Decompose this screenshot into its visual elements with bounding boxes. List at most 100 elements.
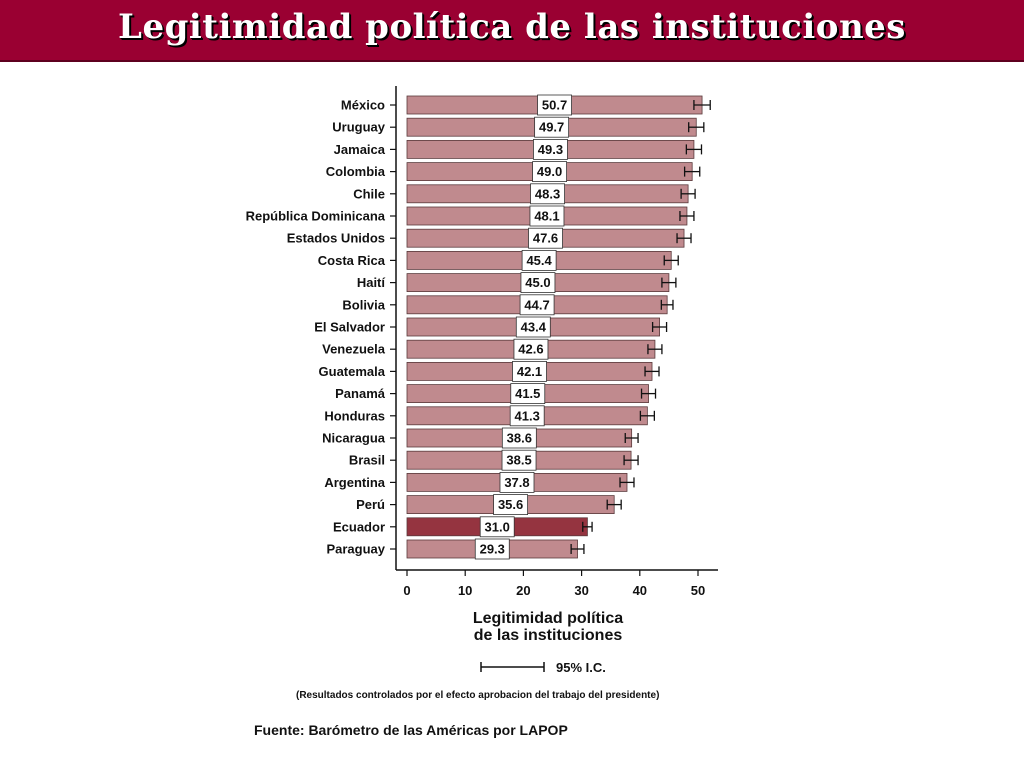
country-label: Haití bbox=[357, 275, 386, 290]
value-label-box bbox=[510, 383, 546, 405]
value-label: 31.0 bbox=[485, 519, 510, 534]
country-label: Honduras bbox=[324, 408, 385, 423]
country-label: Argentina bbox=[324, 475, 385, 490]
bar-row: 42.1 bbox=[406, 360, 660, 382]
country-label: Costa Rica bbox=[318, 253, 386, 268]
bar-row: 50.7 bbox=[406, 94, 711, 116]
bar-row: 35.6 bbox=[406, 494, 622, 516]
value-label: 45.4 bbox=[526, 253, 552, 268]
source-note: Fuente: Barómetro de las Américas por LA… bbox=[254, 722, 568, 738]
title-banner: Legitimidad política de las institucione… bbox=[0, 0, 1024, 62]
x-axis-title-line-1: Legitimidad política bbox=[472, 610, 624, 627]
country-label: Ecuador bbox=[333, 519, 385, 534]
value-label: 48.3 bbox=[535, 186, 560, 201]
bar-row: 41.3 bbox=[406, 405, 655, 427]
bar-row: 38.5 bbox=[406, 449, 639, 471]
x-tick-label: 50 bbox=[691, 583, 705, 598]
country-label: Jamaica bbox=[334, 142, 386, 157]
value-label-box bbox=[479, 516, 515, 538]
value-label: 41.5 bbox=[515, 386, 540, 401]
value-label-box bbox=[474, 538, 510, 560]
bar-row: 44.7 bbox=[406, 294, 674, 316]
bar-row: 48.3 bbox=[406, 183, 696, 205]
x-tick-label: 0 bbox=[403, 583, 410, 598]
bar-row: 43.4 bbox=[406, 316, 668, 338]
value-label: 38.5 bbox=[506, 453, 531, 468]
bar-row: 41.5 bbox=[406, 383, 657, 405]
value-label-box bbox=[528, 227, 563, 249]
value-label: 49.0 bbox=[537, 164, 562, 179]
bar-row: 42.6 bbox=[406, 338, 663, 360]
value-label: 47.6 bbox=[533, 231, 558, 246]
value-label: 42.1 bbox=[517, 364, 542, 379]
value-label: 49.7 bbox=[539, 120, 564, 135]
value-label-box bbox=[501, 427, 537, 449]
country-label: Nicaragua bbox=[322, 431, 386, 446]
value-label-box bbox=[519, 294, 555, 316]
country-label: Paraguay bbox=[326, 542, 385, 557]
bar-row: 49.3 bbox=[406, 138, 703, 160]
bars-layer: 50.7 49.7 49.3 49.0 48.3 48.1 47.6 45.4 45.0 44.7… bbox=[406, 94, 711, 560]
value-label: 49.3 bbox=[538, 142, 563, 157]
bar-row: 49.7 bbox=[406, 116, 705, 138]
value-label: 45.0 bbox=[525, 275, 550, 290]
country-label: Colombia bbox=[326, 164, 386, 179]
axes-layer: 0 10 20 30 40 50 México Uruguay Jamaica Colombia C… bbox=[246, 86, 718, 598]
country-label: Guatemala bbox=[319, 364, 386, 379]
x-axis-title-line-2: de las instituciones bbox=[473, 627, 623, 644]
page-title: Legitimidad política de las institucione… bbox=[118, 7, 906, 47]
country-label: República Dominicana bbox=[246, 209, 386, 224]
bar-row: 31.0 bbox=[406, 516, 593, 538]
value-label: 50.7 bbox=[542, 98, 567, 113]
country-label: Estados Unidos bbox=[287, 231, 385, 246]
bar-row: 38.6 bbox=[406, 427, 639, 449]
x-tick-label: 20 bbox=[516, 583, 530, 598]
x-tick-label: 30 bbox=[574, 583, 588, 598]
value-label-box bbox=[533, 138, 568, 160]
value-label-box bbox=[515, 316, 551, 338]
bar-row: 37.8 bbox=[406, 471, 635, 493]
x-tick-label: 10 bbox=[458, 583, 472, 598]
value-label-box bbox=[520, 272, 556, 294]
value-label: 35.6 bbox=[498, 497, 523, 512]
value-label-box bbox=[501, 449, 537, 471]
country-label: Perú bbox=[356, 497, 385, 512]
value-label-box bbox=[537, 94, 572, 116]
bar-row: 49.0 bbox=[406, 161, 701, 183]
bar-row: 48.1 bbox=[406, 205, 695, 227]
x-tick-label: 40 bbox=[633, 583, 647, 598]
value-label: 41.3 bbox=[515, 408, 540, 423]
legend-ci-label: 95% I.C. bbox=[556, 660, 606, 675]
bar-row: 47.6 bbox=[406, 227, 692, 249]
country-label: México bbox=[341, 98, 385, 113]
bar-row: 29.3 bbox=[406, 538, 585, 560]
value-label-box bbox=[493, 494, 528, 516]
value-label-box bbox=[509, 405, 545, 427]
x-axis-title: Legitimidad política de las institucione… bbox=[398, 610, 698, 644]
bar-row: 45.0 bbox=[406, 272, 677, 294]
country-label: Brasil bbox=[349, 453, 385, 468]
value-label: 29.3 bbox=[480, 542, 505, 557]
value-label-box bbox=[534, 116, 570, 138]
value-label-box bbox=[530, 183, 565, 205]
value-label-box bbox=[529, 205, 565, 227]
country-label: Uruguay bbox=[332, 120, 386, 135]
value-label: 37.8 bbox=[504, 475, 529, 490]
value-label: 43.4 bbox=[521, 320, 547, 335]
value-label: 38.6 bbox=[507, 431, 532, 446]
value-label-box bbox=[512, 360, 547, 382]
country-label: Chile bbox=[353, 186, 385, 201]
country-label: El Salvador bbox=[314, 320, 385, 335]
value-label-box bbox=[532, 161, 567, 183]
value-label-box bbox=[521, 249, 557, 271]
value-label-box bbox=[513, 338, 549, 360]
value-label: 48.1 bbox=[534, 209, 559, 224]
legend bbox=[480, 662, 545, 672]
country-label: Bolivia bbox=[342, 297, 385, 312]
bar-row: 45.4 bbox=[406, 249, 679, 271]
country-label: Venezuela bbox=[322, 342, 386, 357]
footnote: (Resultados controlados por el efecto ap… bbox=[296, 690, 660, 701]
country-label: Panamá bbox=[335, 386, 386, 401]
value-label-box bbox=[499, 471, 535, 493]
